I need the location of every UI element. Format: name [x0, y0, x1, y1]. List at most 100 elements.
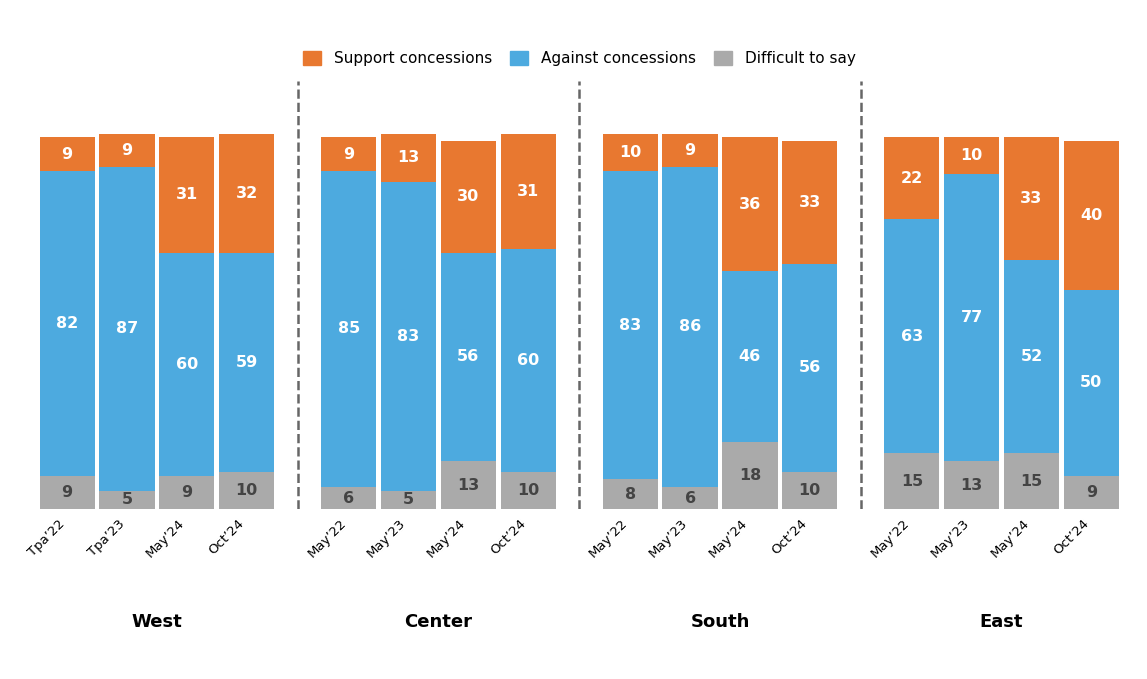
- Bar: [219, 472, 274, 509]
- Bar: [723, 442, 778, 509]
- Text: 60: 60: [517, 353, 539, 368]
- Text: 15: 15: [1021, 474, 1043, 489]
- Text: 13: 13: [397, 150, 420, 165]
- Bar: [440, 461, 496, 509]
- Text: Center: Center: [405, 613, 473, 631]
- Text: 87: 87: [116, 321, 138, 336]
- Bar: [219, 134, 274, 253]
- Bar: [663, 487, 718, 509]
- Bar: [321, 487, 376, 509]
- Bar: [782, 472, 837, 509]
- Text: 8: 8: [625, 487, 635, 502]
- Text: 13: 13: [458, 477, 479, 492]
- Bar: [602, 170, 658, 479]
- Text: 52: 52: [1021, 349, 1043, 364]
- Text: 77: 77: [960, 310, 983, 325]
- Bar: [159, 137, 214, 253]
- Text: 82: 82: [56, 316, 78, 331]
- Text: 33: 33: [798, 195, 821, 210]
- Bar: [723, 137, 778, 271]
- Bar: [219, 253, 274, 472]
- Text: 63: 63: [900, 329, 923, 344]
- Legend: Support concessions, Against concessions, Difficult to say: Support concessions, Against concessions…: [298, 46, 860, 71]
- Text: 86: 86: [679, 320, 701, 335]
- Bar: [100, 167, 155, 491]
- Text: 15: 15: [900, 474, 923, 489]
- Text: 10: 10: [517, 483, 539, 498]
- Bar: [782, 263, 837, 472]
- Text: 31: 31: [175, 187, 198, 202]
- Bar: [1004, 454, 1059, 509]
- Bar: [159, 253, 214, 476]
- Text: 10: 10: [235, 483, 258, 498]
- Bar: [39, 170, 95, 476]
- Text: 31: 31: [517, 184, 539, 199]
- Bar: [1004, 137, 1059, 260]
- Text: 59: 59: [235, 355, 258, 370]
- Text: 46: 46: [739, 349, 762, 364]
- Text: 85: 85: [337, 321, 360, 336]
- Text: 18: 18: [739, 469, 762, 483]
- Text: 6: 6: [343, 491, 354, 506]
- Bar: [440, 253, 496, 461]
- Text: 9: 9: [62, 147, 72, 162]
- Text: 9: 9: [181, 485, 193, 500]
- Text: 5: 5: [122, 492, 133, 507]
- Bar: [500, 249, 556, 472]
- Bar: [884, 219, 939, 454]
- Bar: [663, 167, 718, 487]
- Text: 9: 9: [62, 485, 72, 500]
- Text: 30: 30: [458, 189, 479, 204]
- Text: 56: 56: [798, 361, 821, 375]
- Bar: [602, 134, 658, 170]
- Text: 40: 40: [1080, 208, 1102, 223]
- Text: 10: 10: [798, 483, 821, 498]
- Bar: [944, 137, 999, 175]
- Bar: [1004, 260, 1059, 454]
- Text: South: South: [690, 613, 750, 631]
- Bar: [100, 491, 155, 509]
- Text: 9: 9: [343, 147, 354, 162]
- Bar: [321, 170, 376, 487]
- Bar: [663, 134, 718, 167]
- Text: 32: 32: [235, 185, 258, 200]
- Bar: [500, 134, 556, 249]
- Bar: [500, 472, 556, 509]
- Text: 50: 50: [1080, 375, 1102, 390]
- Bar: [1063, 141, 1119, 290]
- Text: 33: 33: [1021, 191, 1043, 206]
- Bar: [723, 271, 778, 442]
- Bar: [381, 134, 436, 182]
- Bar: [321, 137, 376, 170]
- Bar: [1063, 290, 1119, 476]
- Bar: [381, 491, 436, 509]
- Text: 9: 9: [685, 143, 696, 158]
- Text: 83: 83: [619, 318, 641, 333]
- Text: 36: 36: [739, 197, 762, 212]
- Text: 9: 9: [1086, 485, 1097, 500]
- Text: West: West: [132, 613, 182, 631]
- Text: 9: 9: [122, 143, 133, 158]
- Bar: [39, 476, 95, 509]
- Bar: [884, 454, 939, 509]
- Bar: [602, 479, 658, 509]
- Bar: [100, 134, 155, 167]
- Bar: [944, 175, 999, 461]
- Text: 60: 60: [175, 356, 198, 371]
- Bar: [39, 137, 95, 170]
- Bar: [381, 182, 436, 491]
- Bar: [782, 141, 837, 263]
- Bar: [440, 141, 496, 253]
- Text: 6: 6: [685, 491, 696, 506]
- Bar: [159, 476, 214, 509]
- Text: 22: 22: [900, 170, 923, 185]
- Bar: [1063, 476, 1119, 509]
- Text: East: East: [980, 613, 1023, 631]
- Bar: [944, 461, 999, 509]
- Text: 10: 10: [960, 149, 983, 164]
- Text: 56: 56: [458, 349, 479, 364]
- Text: 83: 83: [397, 329, 420, 344]
- Text: 5: 5: [403, 492, 414, 507]
- Text: 10: 10: [619, 145, 641, 160]
- Text: 13: 13: [960, 477, 983, 492]
